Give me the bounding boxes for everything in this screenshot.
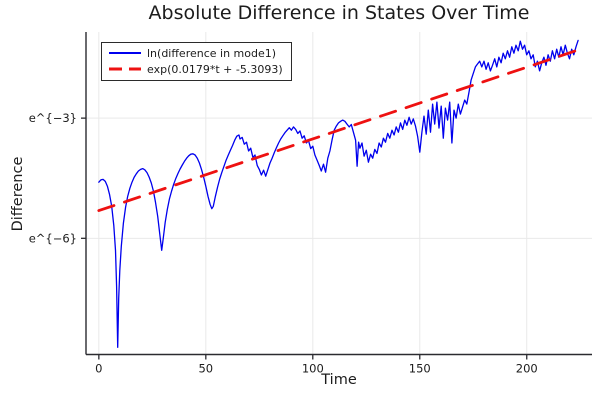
x-tick-label: 150: [409, 362, 431, 376]
x-tick-label: 0: [95, 362, 102, 376]
legend-item-difference: ln(difference in mode1): [108, 45, 283, 61]
y-tick-label: e^{−3}: [29, 111, 77, 125]
dashed-line-sample-icon: [109, 67, 141, 71]
difference-series-line: [98, 39, 579, 348]
y-tick-label: e^{−6}: [29, 231, 77, 245]
x-tick-label: 200: [516, 362, 538, 376]
exp-fit-line: [97, 48, 580, 213]
legend-label-fit: exp(0.0179*t + -5.3093): [147, 62, 283, 76]
chart-title: Absolute Difference in States Over Time: [148, 2, 530, 24]
legend-item-fit: exp(0.0179*t + -5.3093): [108, 61, 283, 77]
legend: ln(difference in mode1) exp(0.0179*t + -…: [101, 42, 292, 81]
solid-line-sample-icon: [109, 52, 141, 54]
x-axis-label: Time: [321, 372, 357, 388]
legend-label-difference: ln(difference in mode1): [147, 46, 277, 60]
x-tick-label: 100: [302, 362, 324, 376]
x-tick-label: 50: [198, 362, 213, 376]
